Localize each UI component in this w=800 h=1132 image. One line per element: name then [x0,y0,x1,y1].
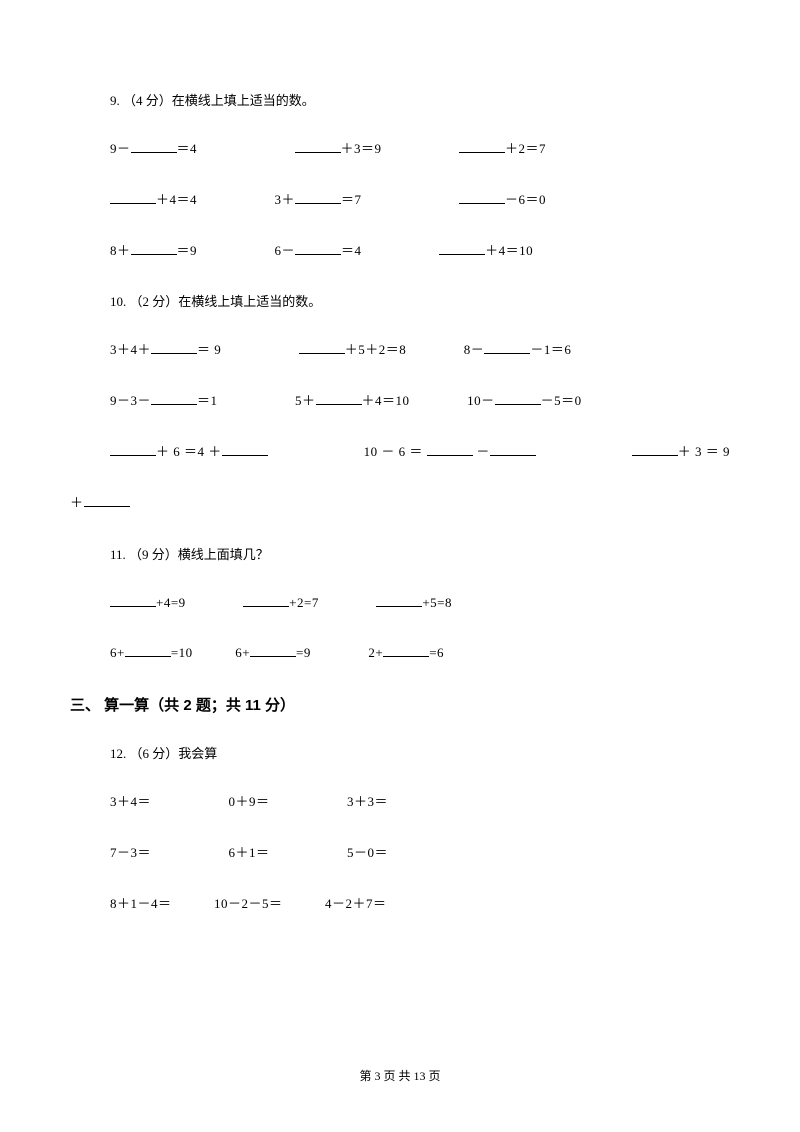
text: 3＋4＝ [110,794,151,809]
text: 10－2－5＝ [214,896,283,911]
text: ＋2＝7 [505,141,546,156]
text: －5＝0 [541,393,582,408]
blank[interactable] [250,643,296,657]
q9-row2: ＋4＝4 3＋ ＝7 －6＝0 [70,190,730,211]
text: ＋ 6 ＝4 ＋ [156,444,222,459]
text: ＋4＝4 [156,192,197,207]
text: 3＋3＝ [347,794,388,809]
text: +2=7 [289,595,319,610]
text: 0＋9＝ [229,794,270,809]
blank[interactable] [131,139,177,153]
text: +4=9 [156,595,186,610]
text: +5=8 [422,595,452,610]
blank[interactable] [495,391,541,405]
text: ＝1 [197,393,218,408]
q11-row1: +4=9 +2=7 +5=8 [70,593,730,614]
text: 7－3＝ [110,845,151,860]
blank[interactable] [151,340,197,354]
text: ＝ 9 [197,342,221,357]
text: ＋3＝9 [341,141,382,156]
text: 5＋ [295,393,316,408]
text: 10－ [467,393,495,408]
q10-row3: ＋ 6 ＝4 ＋ 10 － 6 ＝ － ＋ 3 ＝ 9 [70,442,730,463]
q12-header: 12. （6 分）我会算 [70,743,730,762]
text: 6－ [275,243,296,258]
text: ＋ 3 ＝ 9 [678,444,730,459]
text: ＝4 [341,243,362,258]
text: 6+ [235,645,250,660]
text: ＝4 [177,141,198,156]
page-footer: 第 3 页 共 13 页 [0,1067,800,1084]
text: 6＋1＝ [229,845,270,860]
q9-row3: 8＋ ＝9 6－ ＝4 ＋4＝10 [70,241,730,262]
q12-row3: 8＋1－4＝ 10－2－5＝ 4－2＋7＝ [70,894,730,915]
blank[interactable] [110,593,156,607]
text: －6＝0 [505,192,546,207]
text: ＋4＝10 [362,393,410,408]
text: =10 [171,645,193,660]
blank[interactable] [490,442,536,456]
q11-row2: 6+ =10 6+ =9 2+ =6 [70,643,730,664]
blank[interactable] [459,190,505,204]
q12-row1: 3＋4＝ 0＋9＝ 3＋3＝ [70,792,730,813]
q10-row2: 9－3－ ＝1 5＋ ＋4＝10 10－ －5＝0 [70,391,730,412]
q9-row1: 9－ ＝4 ＋3＝9 ＋2＝7 [70,139,730,160]
text: 8＋1－4＝ [110,896,172,911]
text: 9－ [110,141,131,156]
text: ＋4＝10 [485,243,533,258]
section3-header: 三、 算一算（共 2 题；共 11 分） [70,694,730,715]
blank[interactable] [295,241,341,255]
blank[interactable] [316,391,362,405]
blank[interactable] [84,493,130,507]
text: ＝9 [177,243,198,258]
text: 8＋ [110,243,131,258]
text: 10 － 6 ＝ [364,444,427,459]
blank[interactable] [484,340,530,354]
blank[interactable] [131,241,177,255]
blank[interactable] [376,593,422,607]
text: ＋5＋2＝8 [345,342,407,357]
text: =9 [296,645,311,660]
text: 4－2＋7＝ [325,896,387,911]
blank[interactable] [110,190,156,204]
text: =6 [429,645,444,660]
q10-header: 10. （2 分）在横线上填上适当的数。 [70,291,730,310]
blank[interactable] [427,442,473,456]
text: 3＋4＋ [110,342,151,357]
q11-header: 11. （9 分）横线上面填几？ [70,544,730,563]
text: － [473,444,490,459]
blank[interactable] [383,643,429,657]
text: ＋ [70,495,84,510]
blank[interactable] [243,593,289,607]
q12-row2: 7－3＝ 6＋1＝ 5－0＝ [70,843,730,864]
text: 5－0＝ [347,845,388,860]
q10-row4: ＋ [70,493,730,514]
blank[interactable] [125,643,171,657]
blank[interactable] [299,340,345,354]
blank[interactable] [632,442,678,456]
text: 6+ [110,645,125,660]
blank[interactable] [110,442,156,456]
blank[interactable] [222,442,268,456]
text: 3＋ [275,192,296,207]
blank[interactable] [295,190,341,204]
q10-row1: 3＋4＋ ＝ 9 ＋5＋2＝8 8－ －1＝6 [70,340,730,361]
blank[interactable] [459,139,505,153]
blank[interactable] [151,391,197,405]
q9-header: 9. （4 分）在横线上填上适当的数。 [70,90,730,109]
blank[interactable] [439,241,485,255]
blank[interactable] [295,139,341,153]
text: ＝7 [341,192,362,207]
text: 9－3－ [110,393,151,408]
text: 8－ [464,342,485,357]
text: 2+ [368,645,383,660]
text: －1＝6 [530,342,571,357]
